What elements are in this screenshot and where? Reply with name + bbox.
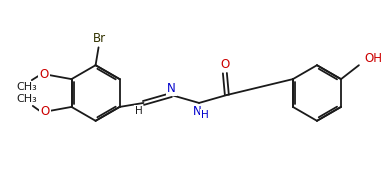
Text: Br: Br [93,32,106,45]
Text: CH₃: CH₃ [16,94,37,104]
Text: O: O [40,105,49,118]
Text: N: N [193,105,201,118]
Text: CH₃: CH₃ [16,82,37,92]
Text: O: O [220,58,230,71]
Text: OH: OH [365,52,383,65]
Text: H: H [135,106,142,116]
Text: O: O [39,68,48,81]
Text: H: H [201,110,209,120]
Text: N: N [167,82,176,95]
